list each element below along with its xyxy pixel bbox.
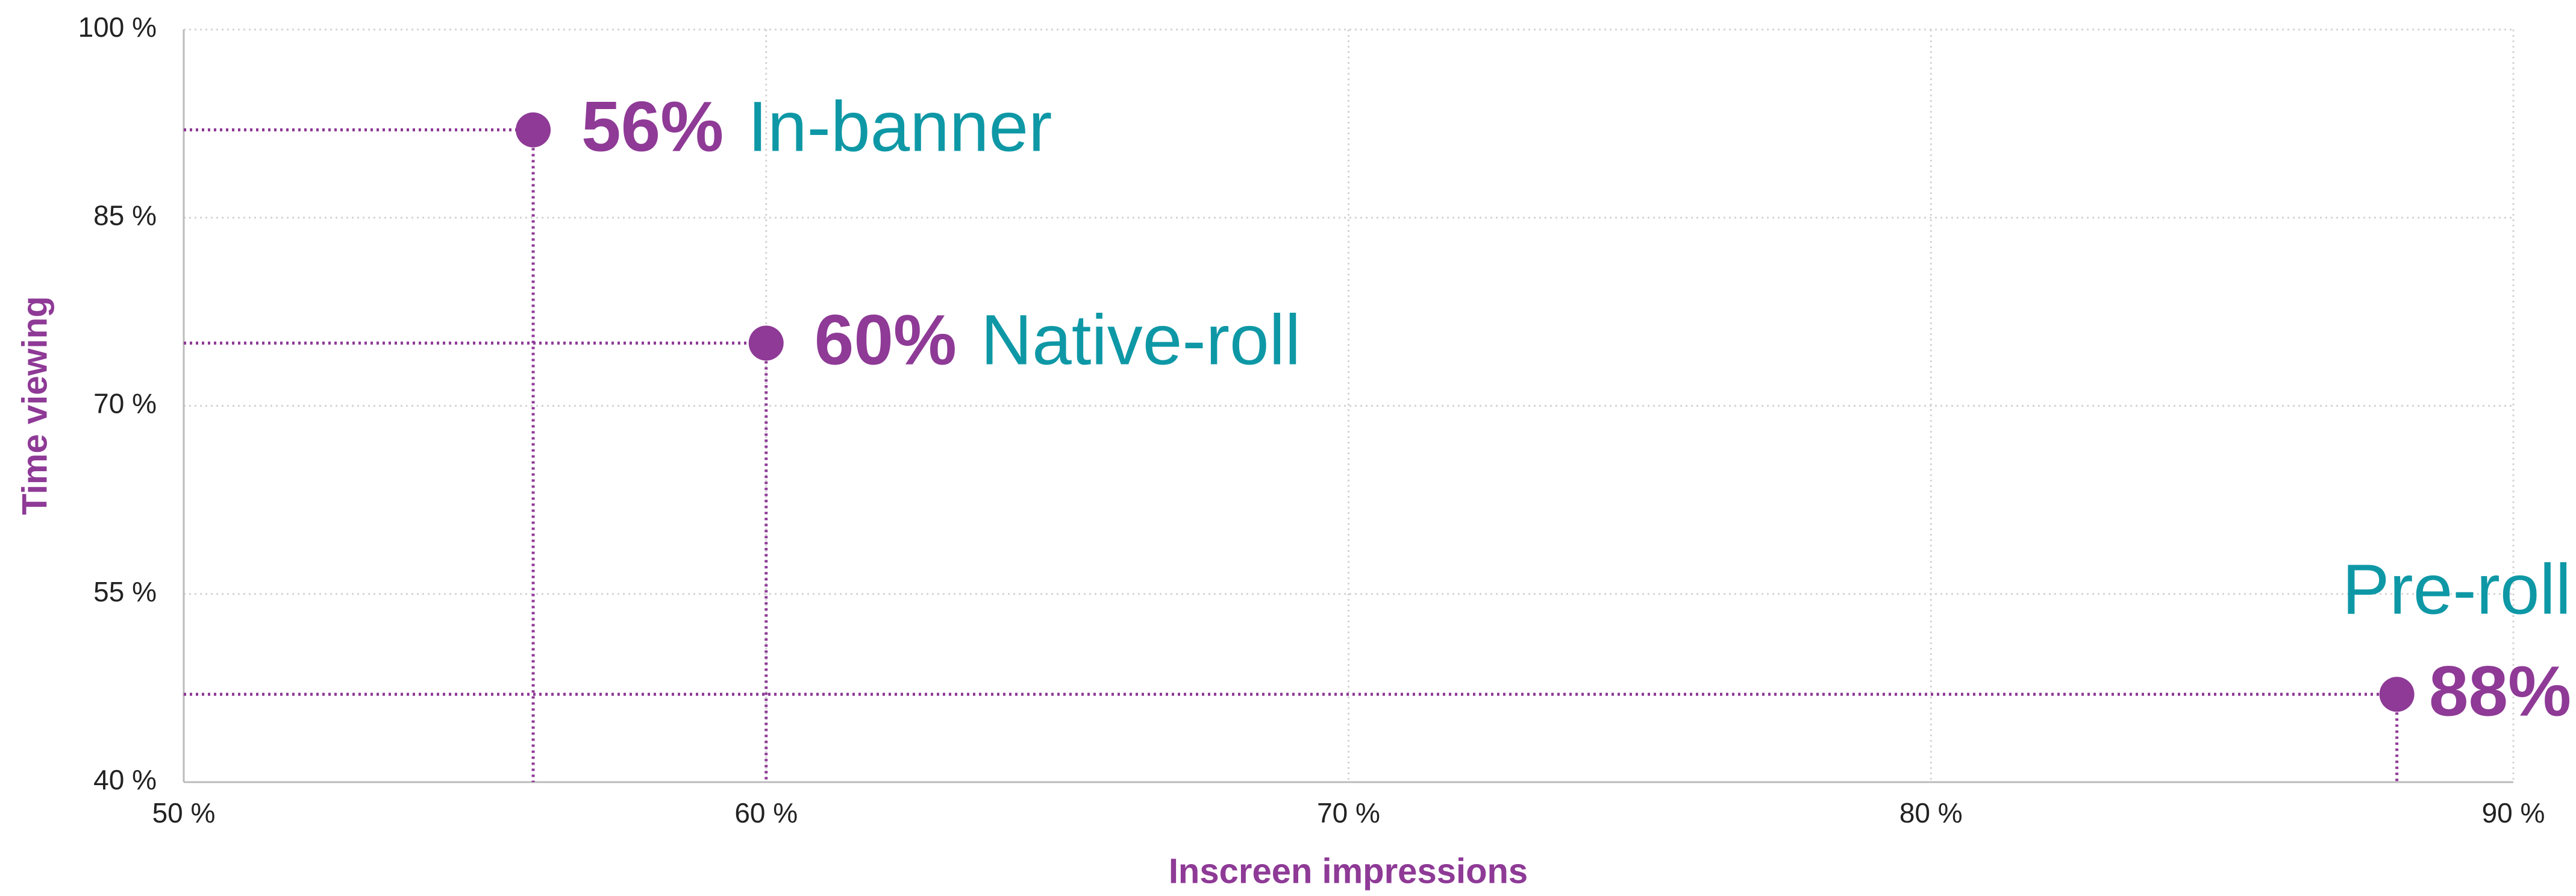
y-tick-label: 40 % (93, 764, 157, 795)
x-tick-label: 90 % (2482, 797, 2545, 829)
point-label: In-banner (748, 87, 1052, 167)
y-tick-label: 70 % (93, 388, 157, 419)
value-label: 88% (2429, 651, 2571, 731)
x-axis-label: Inscreen impressions (1169, 851, 1528, 891)
y-tick-label: 100 % (78, 11, 157, 43)
x-tick-label: 60 % (734, 797, 798, 829)
y-tick-label: 85 % (93, 199, 157, 231)
value-label: 56% (581, 87, 724, 167)
point (516, 112, 551, 148)
point-label: Native-roll (981, 301, 1301, 380)
x-tick-label: 50 % (152, 797, 216, 829)
point (748, 325, 784, 361)
y-axis-label: Time viewing (15, 296, 54, 515)
x-tick-label: 70 % (1317, 797, 1380, 829)
y-tick-label: 55 % (93, 576, 157, 607)
value-label: 60% (814, 301, 957, 380)
x-tick-label: 80 % (1899, 797, 1963, 829)
point (2379, 677, 2415, 712)
point-label: Pre-roll (2342, 550, 2571, 629)
